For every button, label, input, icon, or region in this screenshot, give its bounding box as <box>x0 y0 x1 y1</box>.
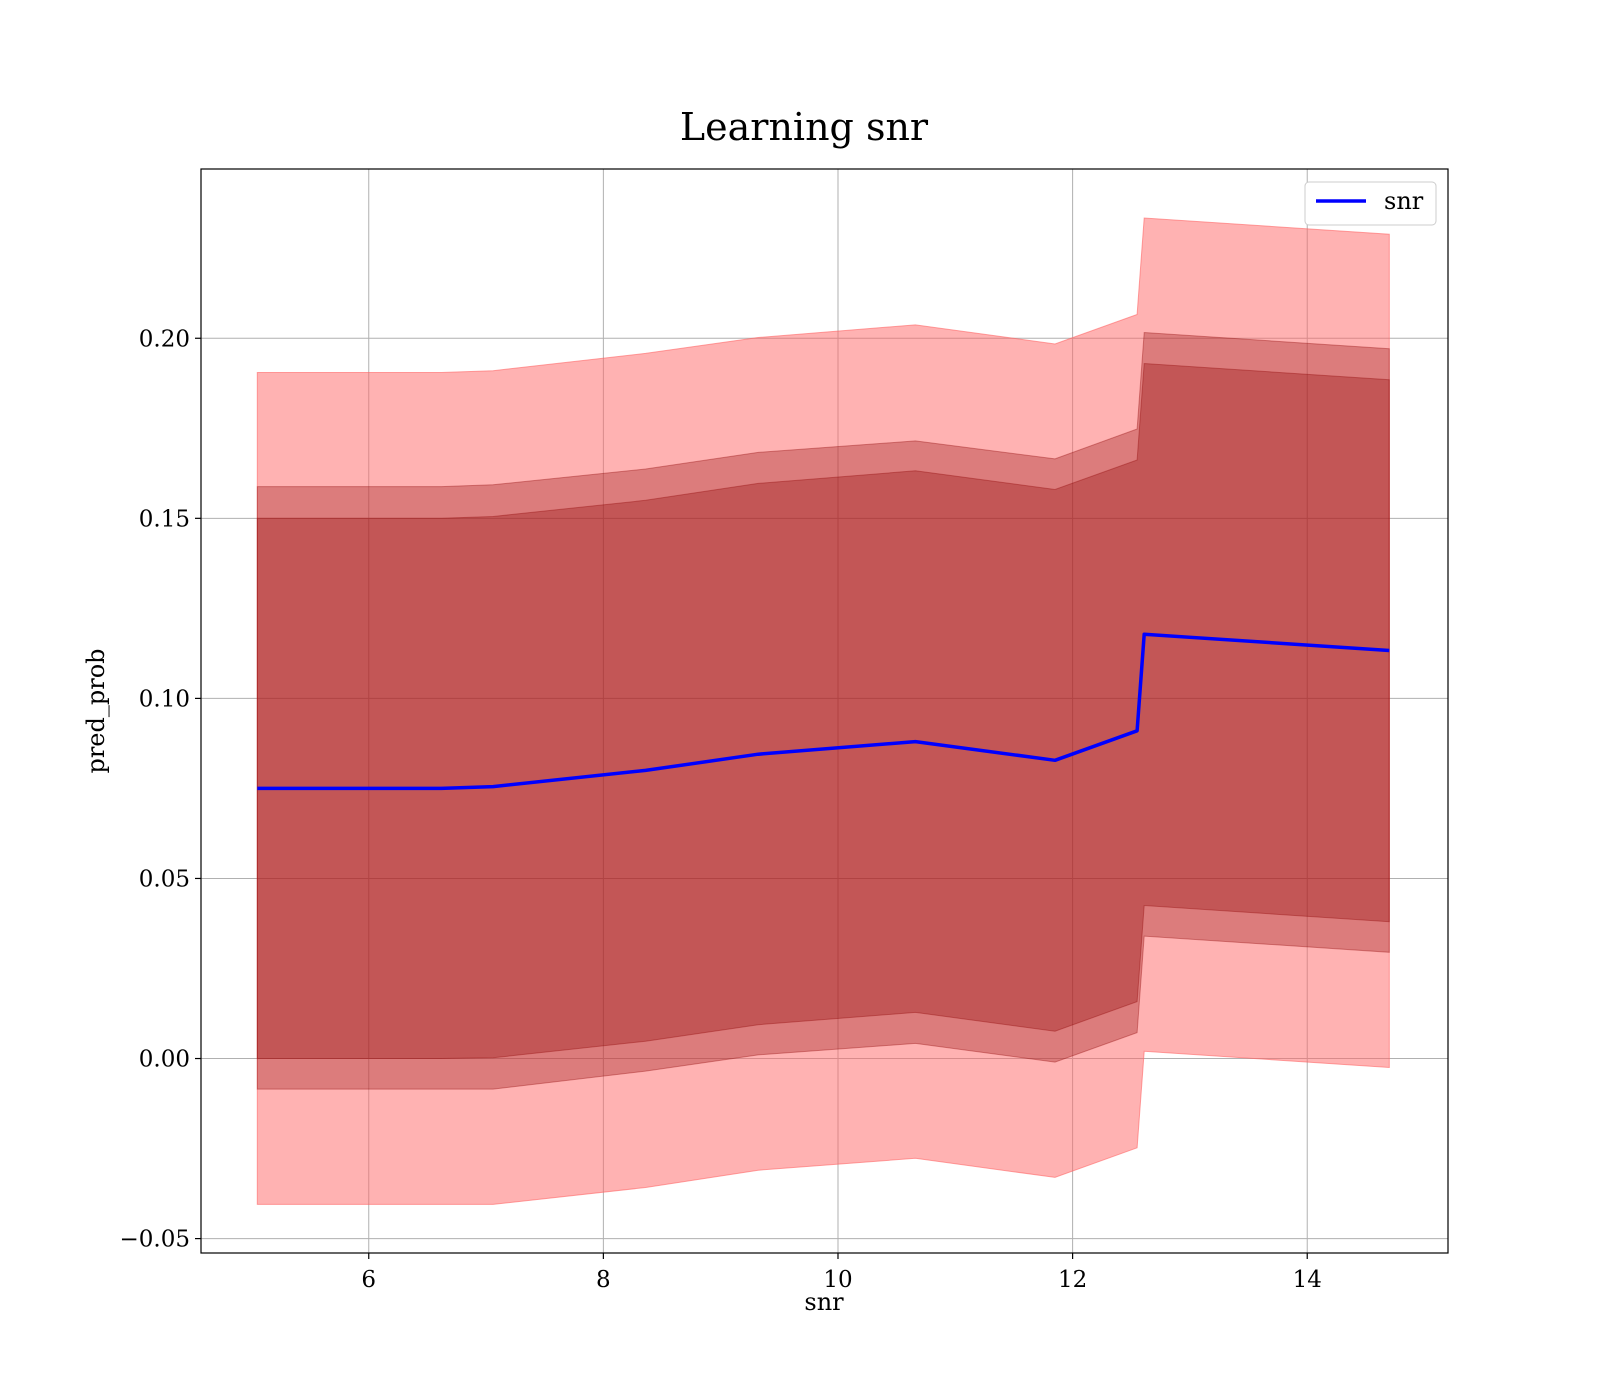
x-tick-label-0: 6 <box>361 1267 376 1293</box>
plot-frame <box>200 168 1449 1254</box>
legend-box <box>1304 181 1437 226</box>
confidence-band-0-0 <box>256 217 1390 1205</box>
x-tick-label-1: 8 <box>596 1267 611 1293</box>
y-axis-label: pred_prob <box>82 648 110 773</box>
y-tick-label-4: 0.15 <box>139 506 190 532</box>
legend: snr <box>1304 181 1437 226</box>
confidence-bands <box>256 217 1390 1205</box>
legend-entry-snr: snr <box>1384 187 1424 215</box>
y-tick-label-5: 0.20 <box>139 326 190 352</box>
x-tick-label-4: 14 <box>1293 1267 1322 1293</box>
series-lines <box>257 632 1390 791</box>
y-tick-label-2: 0.05 <box>139 866 190 892</box>
series-line-snr <box>257 632 1390 791</box>
confidence-band-0-2 <box>256 362 1390 1059</box>
y-tick-label-3: 0.10 <box>139 686 190 712</box>
confidence-band-0-1 <box>256 331 1390 1090</box>
y-tick-label-1: 0.00 <box>139 1047 190 1073</box>
chart-title: Learning snr <box>680 105 929 149</box>
x-axis-label: snr <box>804 1288 844 1316</box>
ticks: 6 8 10 12 14 −0.05 0.00 0.05 0.10 0.15 0.20 <box>120 326 1322 1293</box>
x-tick-label-2: 10 <box>823 1267 852 1293</box>
x-tick-label-3: 12 <box>1058 1267 1087 1293</box>
y-tick-label-0: −0.05 <box>120 1227 190 1253</box>
